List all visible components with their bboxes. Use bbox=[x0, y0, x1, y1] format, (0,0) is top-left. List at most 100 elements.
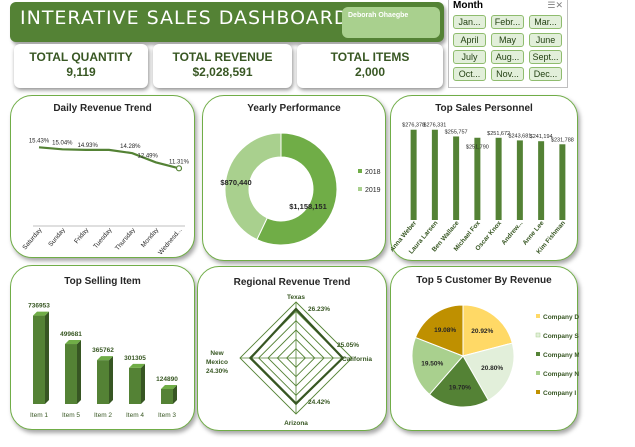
regional-revenue-chart: Texas California Arizona New Mexico 26.23% 25.… bbox=[206, 294, 372, 427]
chart-title: Regional Revenue Trend bbox=[233, 277, 351, 288]
axis-label: Texas bbox=[287, 294, 305, 301]
item-bar bbox=[97, 360, 109, 404]
yearly-performance-panel: Yearly Performance $1,158,151 $870,440 201… bbox=[202, 95, 386, 261]
kpi-label: TOTAL ITEMS bbox=[330, 50, 410, 64]
legend-swatch bbox=[536, 390, 540, 394]
x-tick-label: Saturday bbox=[21, 226, 44, 251]
item-bar bbox=[129, 367, 141, 404]
chart-title: Top Selling Item bbox=[64, 276, 141, 287]
kpi-total-revenue: TOTAL REVENUE $2,028,591 bbox=[153, 44, 292, 88]
data-label: 15.04% bbox=[52, 140, 73, 146]
pie-slice bbox=[462, 342, 515, 401]
month-button-may[interactable]: May bbox=[491, 33, 524, 47]
top-selling-item-panel: Top Selling Item 736953 Item 1 499681 Item … bbox=[10, 265, 195, 430]
x-tick-label: Friday bbox=[73, 226, 90, 245]
legend-swatch bbox=[536, 371, 540, 375]
data-label: 12.49% bbox=[137, 153, 158, 159]
x-tick-label: Item 4 bbox=[126, 412, 144, 419]
item-bar-side bbox=[109, 356, 113, 404]
legend-swatch bbox=[358, 187, 362, 191]
pie-slice bbox=[428, 355, 490, 408]
data-label: 14.93% bbox=[77, 143, 98, 149]
axis-label: Mexico bbox=[206, 359, 228, 366]
data-label: $251,790 bbox=[466, 145, 489, 151]
x-tick-label: Thursday bbox=[114, 226, 137, 252]
slice-label: 19.50% bbox=[421, 361, 443, 368]
radar-series bbox=[249, 307, 345, 406]
data-label: $251,672 bbox=[487, 131, 510, 137]
x-tick-label: Item 5 bbox=[62, 412, 80, 419]
x-tick-label: Item 3 bbox=[158, 412, 176, 419]
slicer-title: Month bbox=[453, 0, 483, 11]
data-label: 15.43% bbox=[29, 138, 50, 144]
personnel-bar bbox=[453, 136, 460, 220]
legend-label: 2018 bbox=[365, 169, 381, 176]
data-label: 365762 bbox=[92, 347, 114, 354]
end-marker bbox=[175, 165, 183, 172]
data-label: 24.30% bbox=[206, 368, 228, 375]
clear-filter-icon[interactable]: ☰✕ bbox=[547, 0, 563, 10]
top-customer-chart: 20.92% 20.80% 19.70% 19.50% 19.08% Company D C… bbox=[411, 304, 579, 408]
chart-title: Top 5 Customer By Revenue bbox=[416, 275, 552, 286]
item-bar-top bbox=[161, 385, 177, 390]
chart-title: Daily Revenue Trend bbox=[53, 103, 152, 114]
month-button-feb[interactable]: Febr... bbox=[491, 15, 524, 29]
slice-label: 19.08% bbox=[434, 327, 456, 334]
legend-label: Company N bbox=[543, 371, 579, 378]
regional-revenue-panel: Regional Revenue Trend Texas California Ar… bbox=[197, 266, 387, 431]
pie-slice bbox=[462, 304, 513, 357]
month-button-mar[interactable]: Mar... bbox=[529, 15, 562, 29]
data-label: $276,378 bbox=[402, 123, 425, 129]
data-label: 14.28% bbox=[120, 144, 141, 150]
slice-label: $1,158,151 bbox=[289, 202, 327, 211]
data-label: 24.42% bbox=[308, 399, 330, 406]
x-tick-label: Wednesd... bbox=[157, 227, 184, 257]
personnel-bar bbox=[474, 137, 481, 220]
x-tick-label: Tuesday bbox=[92, 226, 114, 250]
month-button-sep[interactable]: Sept... bbox=[529, 50, 562, 64]
legend-label: Company S bbox=[543, 333, 579, 340]
data-label: $255,757 bbox=[445, 129, 468, 135]
month-button-jun[interactable]: June bbox=[529, 33, 562, 47]
month-button-dec[interactable]: Dec... bbox=[529, 67, 562, 81]
yearly-performance-chart: $1,158,151 $870,440 2018 2019 bbox=[220, 132, 381, 246]
data-label: 736953 bbox=[28, 303, 50, 310]
x-tick-label: Sunday bbox=[47, 226, 67, 248]
month-button-oct[interactable]: Oct... bbox=[453, 67, 486, 81]
data-label: 124890 bbox=[156, 376, 178, 383]
legend-label: 2019 bbox=[365, 187, 381, 194]
legend-swatch bbox=[536, 314, 540, 318]
top-sales-personnel-panel: Top Sales Personnel $276,378 Anna Weber $2… bbox=[390, 95, 578, 261]
month-button-jul[interactable]: July bbox=[453, 50, 486, 64]
data-label: $231,788 bbox=[551, 137, 574, 143]
item-bar-side bbox=[141, 363, 145, 404]
x-tick-label: Item 1 bbox=[30, 412, 48, 419]
legend-label: Company M bbox=[543, 352, 579, 359]
axis-label: California bbox=[342, 356, 372, 363]
data-label: $276,331 bbox=[423, 123, 446, 129]
data-label: 26.23% bbox=[308, 306, 330, 313]
slice-label: $870,440 bbox=[220, 178, 251, 187]
item-bar bbox=[33, 315, 45, 404]
legend-swatch bbox=[535, 332, 541, 338]
month-button-apr[interactable]: April bbox=[453, 33, 486, 47]
month-button-jan[interactable]: Jan... bbox=[453, 15, 486, 29]
month-slicer: Month ☰✕ Jan... Febr... Mar... April May… bbox=[448, 0, 568, 88]
item-bar-top bbox=[65, 340, 81, 345]
month-button-nov[interactable]: Nov... bbox=[491, 67, 524, 81]
daily-revenue-panel: Daily Revenue Trend 15.43% 15.04% 14.93% 14… bbox=[10, 95, 195, 258]
kpi-label: TOTAL REVENUE bbox=[172, 50, 273, 64]
personnel-bar bbox=[516, 140, 523, 220]
personnel-bar bbox=[410, 129, 417, 220]
axis-label: New bbox=[210, 350, 224, 357]
data-label: 301305 bbox=[124, 355, 146, 362]
item-bar-side bbox=[77, 340, 81, 404]
user-name: Deborah Ohaegbe bbox=[348, 12, 409, 19]
month-button-aug[interactable]: Aug... bbox=[491, 50, 524, 64]
doughnut-slice bbox=[224, 132, 282, 241]
item-bar-side bbox=[173, 385, 177, 404]
kpi-value: 2,000 bbox=[354, 65, 386, 79]
slice-label: 20.92% bbox=[471, 328, 493, 335]
item-bar-top bbox=[33, 311, 49, 316]
revenue-line bbox=[38, 146, 180, 170]
